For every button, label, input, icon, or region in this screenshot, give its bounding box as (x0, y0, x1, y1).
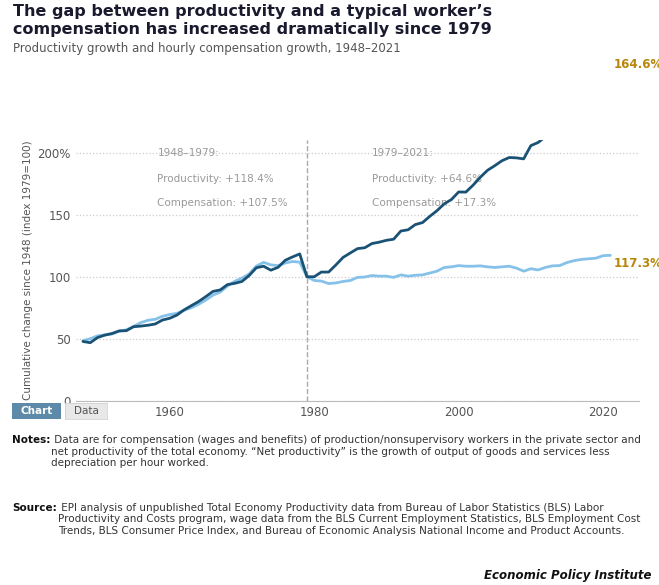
Text: Compensation: +17.3%: Compensation: +17.3% (372, 198, 496, 208)
Text: compensation has increased dramatically since 1979: compensation has increased dramatically … (13, 22, 492, 37)
Text: 117.3%: 117.3% (614, 257, 659, 270)
Text: Source:: Source: (12, 503, 57, 513)
Text: 1979–2021:: 1979–2021: (372, 148, 434, 158)
Text: Notes:: Notes: (12, 435, 50, 445)
Text: Economic Policy Institute: Economic Policy Institute (484, 569, 651, 582)
Text: EPI analysis of unpublished Total Economy Productivity data from Bureau of Labor: EPI analysis of unpublished Total Econom… (58, 503, 641, 536)
Text: 1948–1979:: 1948–1979: (158, 148, 219, 158)
Text: Productivity: +118.4%: Productivity: +118.4% (158, 174, 274, 184)
Y-axis label: Cumulative change since 1948 (index 1979=100): Cumulative change since 1948 (index 1979… (23, 141, 34, 400)
Text: Data: Data (74, 406, 98, 417)
Text: Chart: Chart (20, 406, 53, 417)
Text: 164.6%: 164.6% (614, 58, 659, 71)
Text: Data are for compensation (wages and benefits) of production/nonsupervisory work: Data are for compensation (wages and ben… (51, 435, 641, 468)
Text: Productivity: +64.6%: Productivity: +64.6% (372, 174, 482, 184)
Text: Compensation: +107.5%: Compensation: +107.5% (158, 198, 288, 208)
Text: The gap between productivity and a typical worker’s: The gap between productivity and a typic… (13, 4, 492, 19)
Text: Productivity growth and hourly compensation growth, 1948–2021: Productivity growth and hourly compensat… (13, 42, 401, 55)
